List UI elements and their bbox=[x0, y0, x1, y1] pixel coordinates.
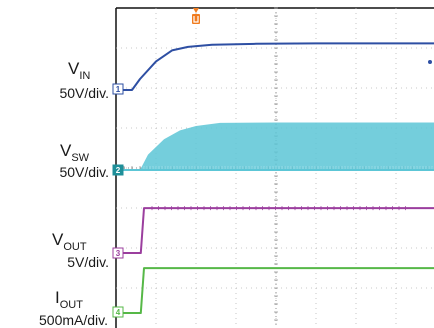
marker-vsw: 2 bbox=[112, 164, 124, 176]
trace-vin bbox=[116, 42, 434, 91]
label-iout: IOUT 500mA/div. bbox=[39, 288, 108, 328]
svg-text:1: 1 bbox=[116, 85, 121, 94]
label-vsw: VSW 50V/div. bbox=[59, 141, 109, 180]
trace-vsw-envelope bbox=[116, 122, 434, 170]
svg-text:VOUT: VOUT bbox=[52, 230, 87, 253]
trigger-glyph bbox=[193, 16, 199, 23]
traces bbox=[116, 42, 434, 314]
marker-vin: 1 bbox=[112, 83, 124, 95]
label-vout: VOUT 5V/div. bbox=[52, 230, 109, 270]
svg-text:5V/div.: 5V/div. bbox=[67, 254, 109, 270]
svg-text:2: 2 bbox=[116, 166, 121, 175]
svg-text:IOUT: IOUT bbox=[55, 288, 83, 311]
trace-vout bbox=[116, 207, 434, 254]
svg-text:4: 4 bbox=[116, 308, 121, 317]
trigger-marker bbox=[192, 8, 200, 24]
svg-text:50V/div.: 50V/div. bbox=[59, 85, 109, 101]
marker-vout: 3 bbox=[112, 247, 124, 259]
trigger-arrow bbox=[193, 8, 199, 13]
trace-iout bbox=[116, 267, 434, 314]
vin-edge-dot bbox=[428, 60, 432, 64]
label-vin: VIN 50V/div. bbox=[59, 59, 109, 101]
marker-iout: 4 bbox=[112, 306, 124, 318]
svg-text:500mA/div.: 500mA/div. bbox=[39, 312, 108, 328]
svg-text:3: 3 bbox=[116, 249, 121, 258]
svg-text:50V/div.: 50V/div. bbox=[59, 164, 109, 180]
svg-text:VIN: VIN bbox=[68, 59, 90, 82]
svg-text:VSW: VSW bbox=[60, 141, 90, 164]
